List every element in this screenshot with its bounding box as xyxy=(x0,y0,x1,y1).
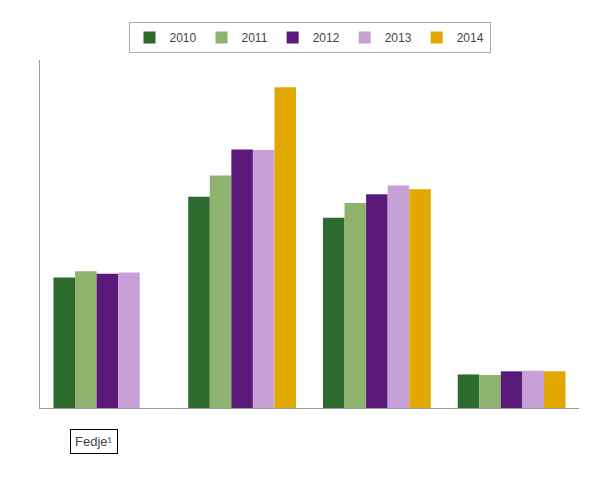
svg-text:2013: 2013 xyxy=(385,31,412,45)
svg-text:2014: 2014 xyxy=(457,31,484,45)
svg-text:Fedje¹: Fedje¹ xyxy=(75,434,113,449)
svg-text:2011: 2011 xyxy=(242,31,268,45)
svg-text:2012: 2012 xyxy=(313,31,340,45)
svg-text:2010: 2010 xyxy=(170,31,197,45)
